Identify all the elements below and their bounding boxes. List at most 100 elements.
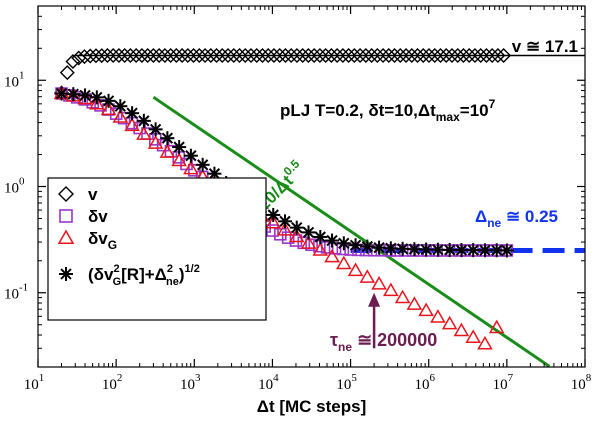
- point-s3-33-stroke-3: [444, 244, 456, 256]
- point-s0-66: [432, 48, 448, 63]
- x-axis-title: Δt [MC steps]: [257, 397, 367, 416]
- point-s3-26-stroke-3: [361, 240, 373, 253]
- point-s0-46: [318, 48, 334, 63]
- point-s3-29-stroke-3: [396, 243, 409, 255]
- point-s2-4: [100, 101, 117, 116]
- point-s0-8: [99, 48, 115, 63]
- legend-marker-0: [58, 186, 74, 202]
- point-s3-38-stroke-3: [501, 244, 513, 257]
- y-tick-label-0: 10-1: [4, 282, 28, 303]
- point-s0-52: [352, 48, 368, 63]
- series-3: [54, 86, 514, 258]
- tau-arrow-head: [368, 292, 381, 307]
- point-s3-0: [54, 86, 69, 101]
- point-s3-30-stroke-3: [408, 243, 421, 255]
- point-s0-42: [295, 48, 311, 63]
- point-s3-22-stroke-3: [314, 231, 326, 243]
- point-s2-9: [159, 144, 176, 158]
- point-s0-25: [197, 48, 213, 63]
- point-s3-6-stroke-3: [126, 107, 138, 119]
- point-s0-12: [122, 48, 138, 63]
- legend-marker-2: [57, 229, 75, 244]
- point-s3-18-stroke-3: [267, 209, 279, 221]
- point-s2-27: [371, 275, 387, 290]
- point-s0-67: [438, 48, 454, 63]
- point-s3-19-stroke-3: [279, 215, 291, 227]
- point-s0-56: [375, 48, 391, 63]
- point-s3-28: [383, 241, 398, 256]
- point-s1-27: [266, 224, 279, 237]
- legend-label-3: (δv2 G[R]+Δ2 ne)1/2: [88, 263, 200, 288]
- point-s3-36-stroke-3: [479, 244, 491, 256]
- point-s0-10: [111, 48, 127, 63]
- legend-marker-3-stroke-3: [60, 268, 72, 280]
- point-s0-62: [410, 48, 426, 63]
- point-s0-63: [415, 48, 431, 63]
- point-s0-74: [478, 48, 494, 63]
- point-s0-2: [65, 54, 81, 70]
- point-s0-53: [358, 48, 374, 63]
- point-s3-5-stroke-3: [114, 100, 126, 112]
- point-s1-29: [281, 231, 295, 244]
- point-s0-44: [306, 48, 322, 63]
- point-s0-18: [157, 48, 173, 63]
- point-s3-5: [113, 99, 128, 114]
- delta-ne-label: Δne ≅ 0.25: [475, 207, 558, 230]
- point-s0-22: [180, 48, 196, 63]
- legend-label-1: δv: [88, 207, 108, 226]
- point-s0-65: [427, 48, 443, 63]
- legend-label-2: δvG: [88, 229, 117, 252]
- point-s3-1-stroke-3: [67, 88, 79, 100]
- point-s3-24-stroke-3: [338, 237, 350, 249]
- point-s0-34: [249, 48, 265, 63]
- point-s0-14: [134, 48, 150, 63]
- point-s3-20: [289, 220, 304, 235]
- point-s3-38: [499, 243, 514, 258]
- x-tick-label-5: 106: [414, 372, 435, 393]
- point-s2-19: [277, 221, 293, 236]
- point-s2-20: [288, 228, 305, 243]
- point-s0-59: [392, 48, 408, 63]
- point-s3-25-stroke-3: [349, 239, 362, 251]
- point-s0-6: [88, 48, 104, 64]
- point-s0-49: [335, 48, 351, 63]
- point-s3-35-stroke-3: [467, 244, 479, 256]
- point-s1-17: [188, 164, 201, 177]
- point-s0-47: [323, 48, 339, 63]
- point-s3-25: [348, 238, 363, 253]
- point-s0-72: [467, 48, 483, 63]
- point-s3-30: [407, 242, 422, 257]
- point-s0-39: [277, 48, 293, 63]
- y-tick-label-2: 101: [4, 69, 25, 90]
- legend-marker-1: [59, 209, 73, 223]
- point-s3-2: [78, 88, 93, 103]
- point-s0-77: [496, 48, 512, 63]
- point-s2-22: [312, 242, 329, 256]
- point-s1-32: [305, 238, 318, 252]
- point-s2-6: [124, 117, 140, 132]
- point-s0-64: [421, 48, 437, 63]
- point-s2-25: [347, 262, 364, 277]
- point-s3-27-stroke-3: [373, 241, 385, 254]
- point-s3-33: [442, 242, 457, 257]
- point-s2-31: [418, 302, 434, 317]
- point-s0-24: [191, 48, 207, 63]
- point-s3-34-stroke-3: [455, 244, 468, 256]
- point-s3-2-stroke-3: [79, 89, 91, 102]
- point-s0-76: [490, 48, 506, 63]
- point-s0-75: [484, 48, 500, 63]
- point-s0-26: [203, 48, 219, 63]
- point-s0-70: [455, 48, 471, 63]
- point-s3-9-stroke-3: [161, 132, 174, 144]
- legend-marker-3: [59, 267, 73, 281]
- point-s2-33: [441, 315, 458, 330]
- point-s0-4: [76, 49, 92, 65]
- point-s2-29: [394, 289, 411, 304]
- point-s3-10-stroke-3: [173, 141, 185, 153]
- point-s0-20: [168, 48, 184, 63]
- point-s0-50: [341, 48, 357, 63]
- point-s2-23: [324, 248, 340, 263]
- point-s2-35: [465, 329, 481, 344]
- point-s3-3-stroke-3: [91, 91, 103, 104]
- point-s0-73: [473, 48, 489, 63]
